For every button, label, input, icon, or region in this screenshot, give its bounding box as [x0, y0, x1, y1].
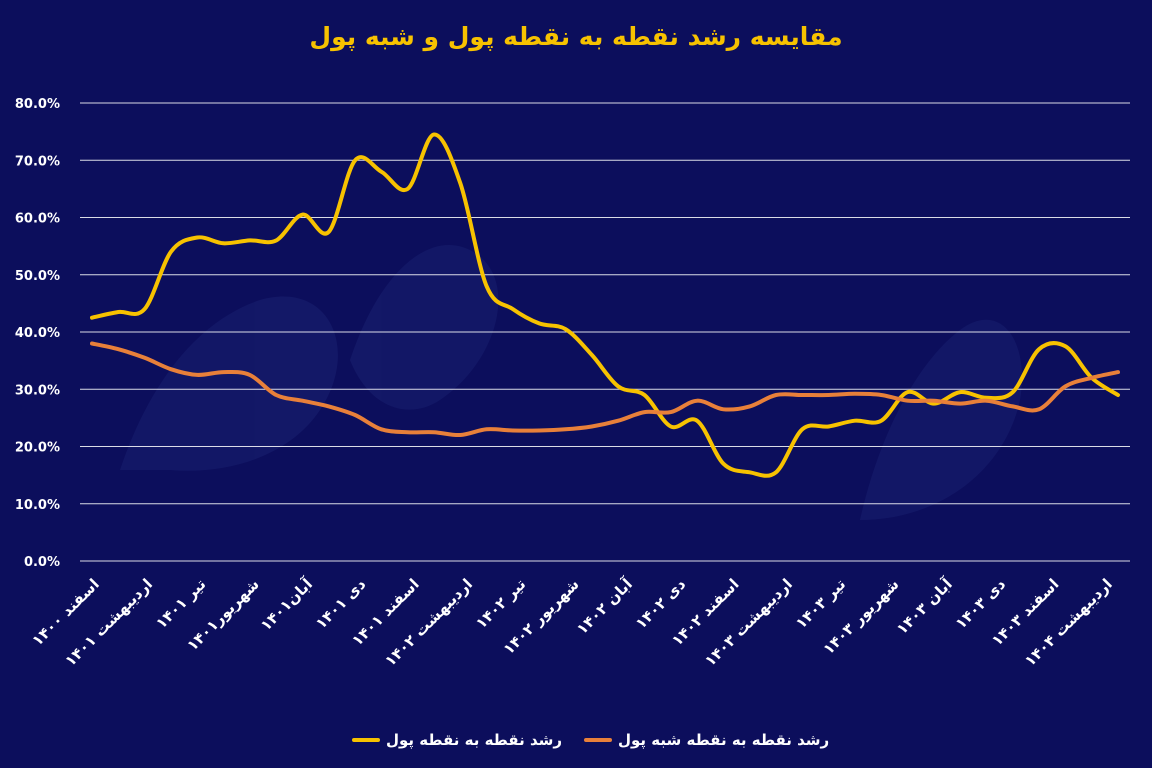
- legend-label-series-1: رشد نقطه به نقطه پول: [386, 731, 562, 749]
- x-tick-label: آبان ۱۴۰۳: [893, 574, 957, 638]
- y-tick-label: 60.0%: [15, 212, 60, 227]
- y-tick-label: 70.0%: [15, 154, 60, 169]
- x-tick-label: آبان ۱۴۰۲: [573, 574, 637, 638]
- legend-swatch-series-2: [584, 738, 612, 742]
- y-tick-label: 20.0%: [15, 441, 60, 456]
- legend-item-series-1: رشد نقطه به نقطه پول: [352, 728, 562, 752]
- y-tick-label: 80.0%: [15, 97, 60, 112]
- series-line-2: [90, 341, 1120, 438]
- series-lines: [90, 132, 1120, 478]
- y-tick-label: 30.0%: [15, 383, 60, 398]
- x-tick-label: آبان۱۴۰۱: [257, 575, 317, 635]
- y-tick-label: 40.0%: [15, 326, 60, 341]
- y-tick-label: 50.0%: [15, 269, 60, 284]
- legend-swatch-series-1: [352, 738, 380, 742]
- legend-label-series-2: رشد نقطه به نقطه شبه پول: [618, 731, 830, 749]
- y-tick-label: 0.0%: [24, 555, 60, 570]
- legend-item-series-2: رشد نقطه به نقطه شبه پول: [584, 728, 829, 752]
- grid-lines: [80, 102, 1130, 562]
- y-tick-label: 10.0%: [15, 498, 60, 513]
- y-axis: 80.0% 70.0% 60.0% 50.0% 40.0% 30.0% 20.0% 10.0%…: [15, 97, 60, 570]
- chart-title: مقایسه رشد نقطه به نقطه پول و شبه پول: [309, 22, 843, 51]
- watermark-logo: [120, 244, 1022, 520]
